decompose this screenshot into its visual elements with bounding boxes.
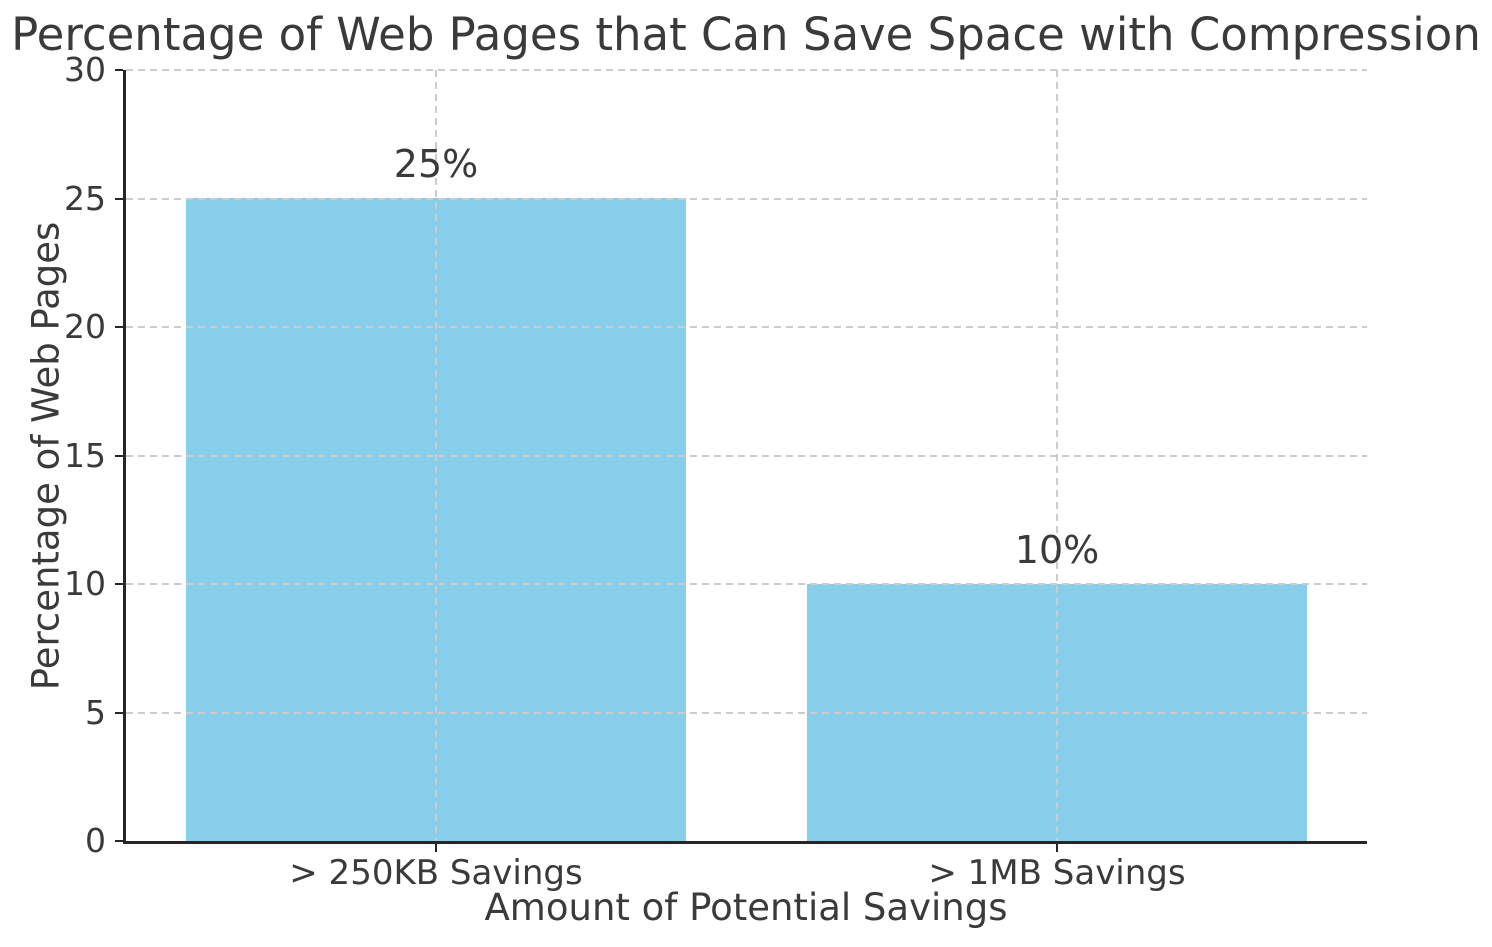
ytick-label-25: 25: [64, 179, 106, 218]
x-axis-label: Amount of Potential Savings: [484, 886, 1008, 929]
ytick-mark-5: [115, 712, 123, 714]
gridline-y-30: [126, 69, 1367, 71]
xtick-mark-2: [1056, 844, 1058, 852]
gridline-y-15: [126, 455, 1367, 457]
bar-value-label-2: 10%: [1014, 528, 1100, 572]
ytick-mark-15: [115, 455, 123, 457]
ytick-label-10: 10: [64, 564, 106, 603]
gridline-y-25: [126, 198, 1367, 200]
chart-title: Percentage of Web Pages that Can Save Sp…: [11, 8, 1481, 61]
xtick-mark-1: [435, 844, 437, 852]
gridline-x-1: [435, 70, 437, 841]
gridline-y-10: [126, 583, 1367, 585]
ytick-label-0: 0: [85, 821, 106, 860]
ytick-mark-10: [115, 583, 123, 585]
bar-value-label-1: 25%: [393, 142, 479, 186]
ytick-mark-30: [115, 69, 123, 71]
ytick-mark-20: [115, 326, 123, 328]
gridline-x-2: [1056, 70, 1058, 841]
ytick-mark-0: [115, 840, 123, 842]
gridline-y-20: [126, 326, 1367, 328]
ytick-mark-25: [115, 198, 123, 200]
xtick-label-1: > 250KB Savings: [289, 853, 583, 893]
ytick-label-20: 20: [64, 307, 106, 346]
ytick-label-30: 30: [64, 50, 106, 89]
ytick-label-15: 15: [64, 436, 106, 475]
gridline-y-5: [126, 712, 1367, 714]
xtick-label-2: > 1MB Savings: [928, 853, 1186, 893]
plot-area: 0 5 10 15 20 25 30 > 250KB Savings > 1MB Savings…: [64, 50, 1367, 893]
ytick-label-5: 5: [85, 693, 106, 732]
